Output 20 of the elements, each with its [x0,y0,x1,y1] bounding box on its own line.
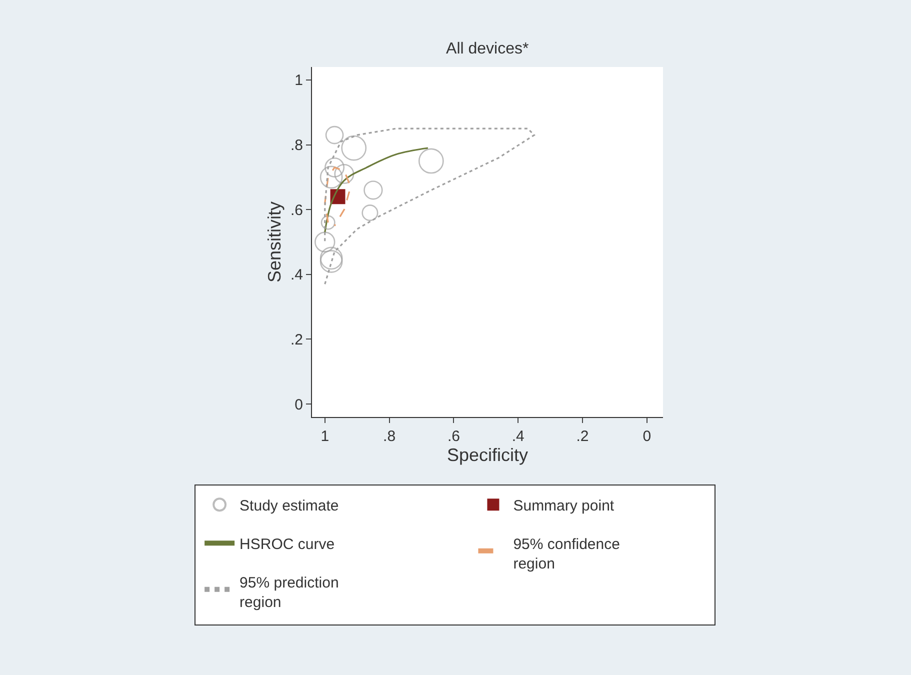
x-tick-label: 1 [320,428,330,445]
x-tick-label: .8 [383,428,396,445]
y-tick-label: 1 [294,72,303,90]
y-tick-label: .8 [290,137,303,154]
y-tick-label: .2 [290,331,303,348]
legend-label: HSROC curve [240,536,335,553]
x-axis-title: Specificity [446,445,528,465]
y-axis-title: Sensitivity [264,201,285,283]
x-tick-label: .4 [512,428,524,445]
chart-title: All devices* [446,40,529,58]
legend-label: Summary point [513,497,615,514]
y-tick-label: .4 [290,266,303,284]
legend-label: 95% confidence region [513,536,620,572]
y-tick-label: .6 [290,202,303,219]
legend-label: Study estimate [240,497,339,514]
x-tick-label: .6 [447,428,460,445]
y-tick-label: 0 [294,396,303,414]
legend-label: 95% prediction region [240,574,339,611]
x-tick-label: 0 [642,428,652,445]
x-tick-label: .2 [576,428,589,445]
